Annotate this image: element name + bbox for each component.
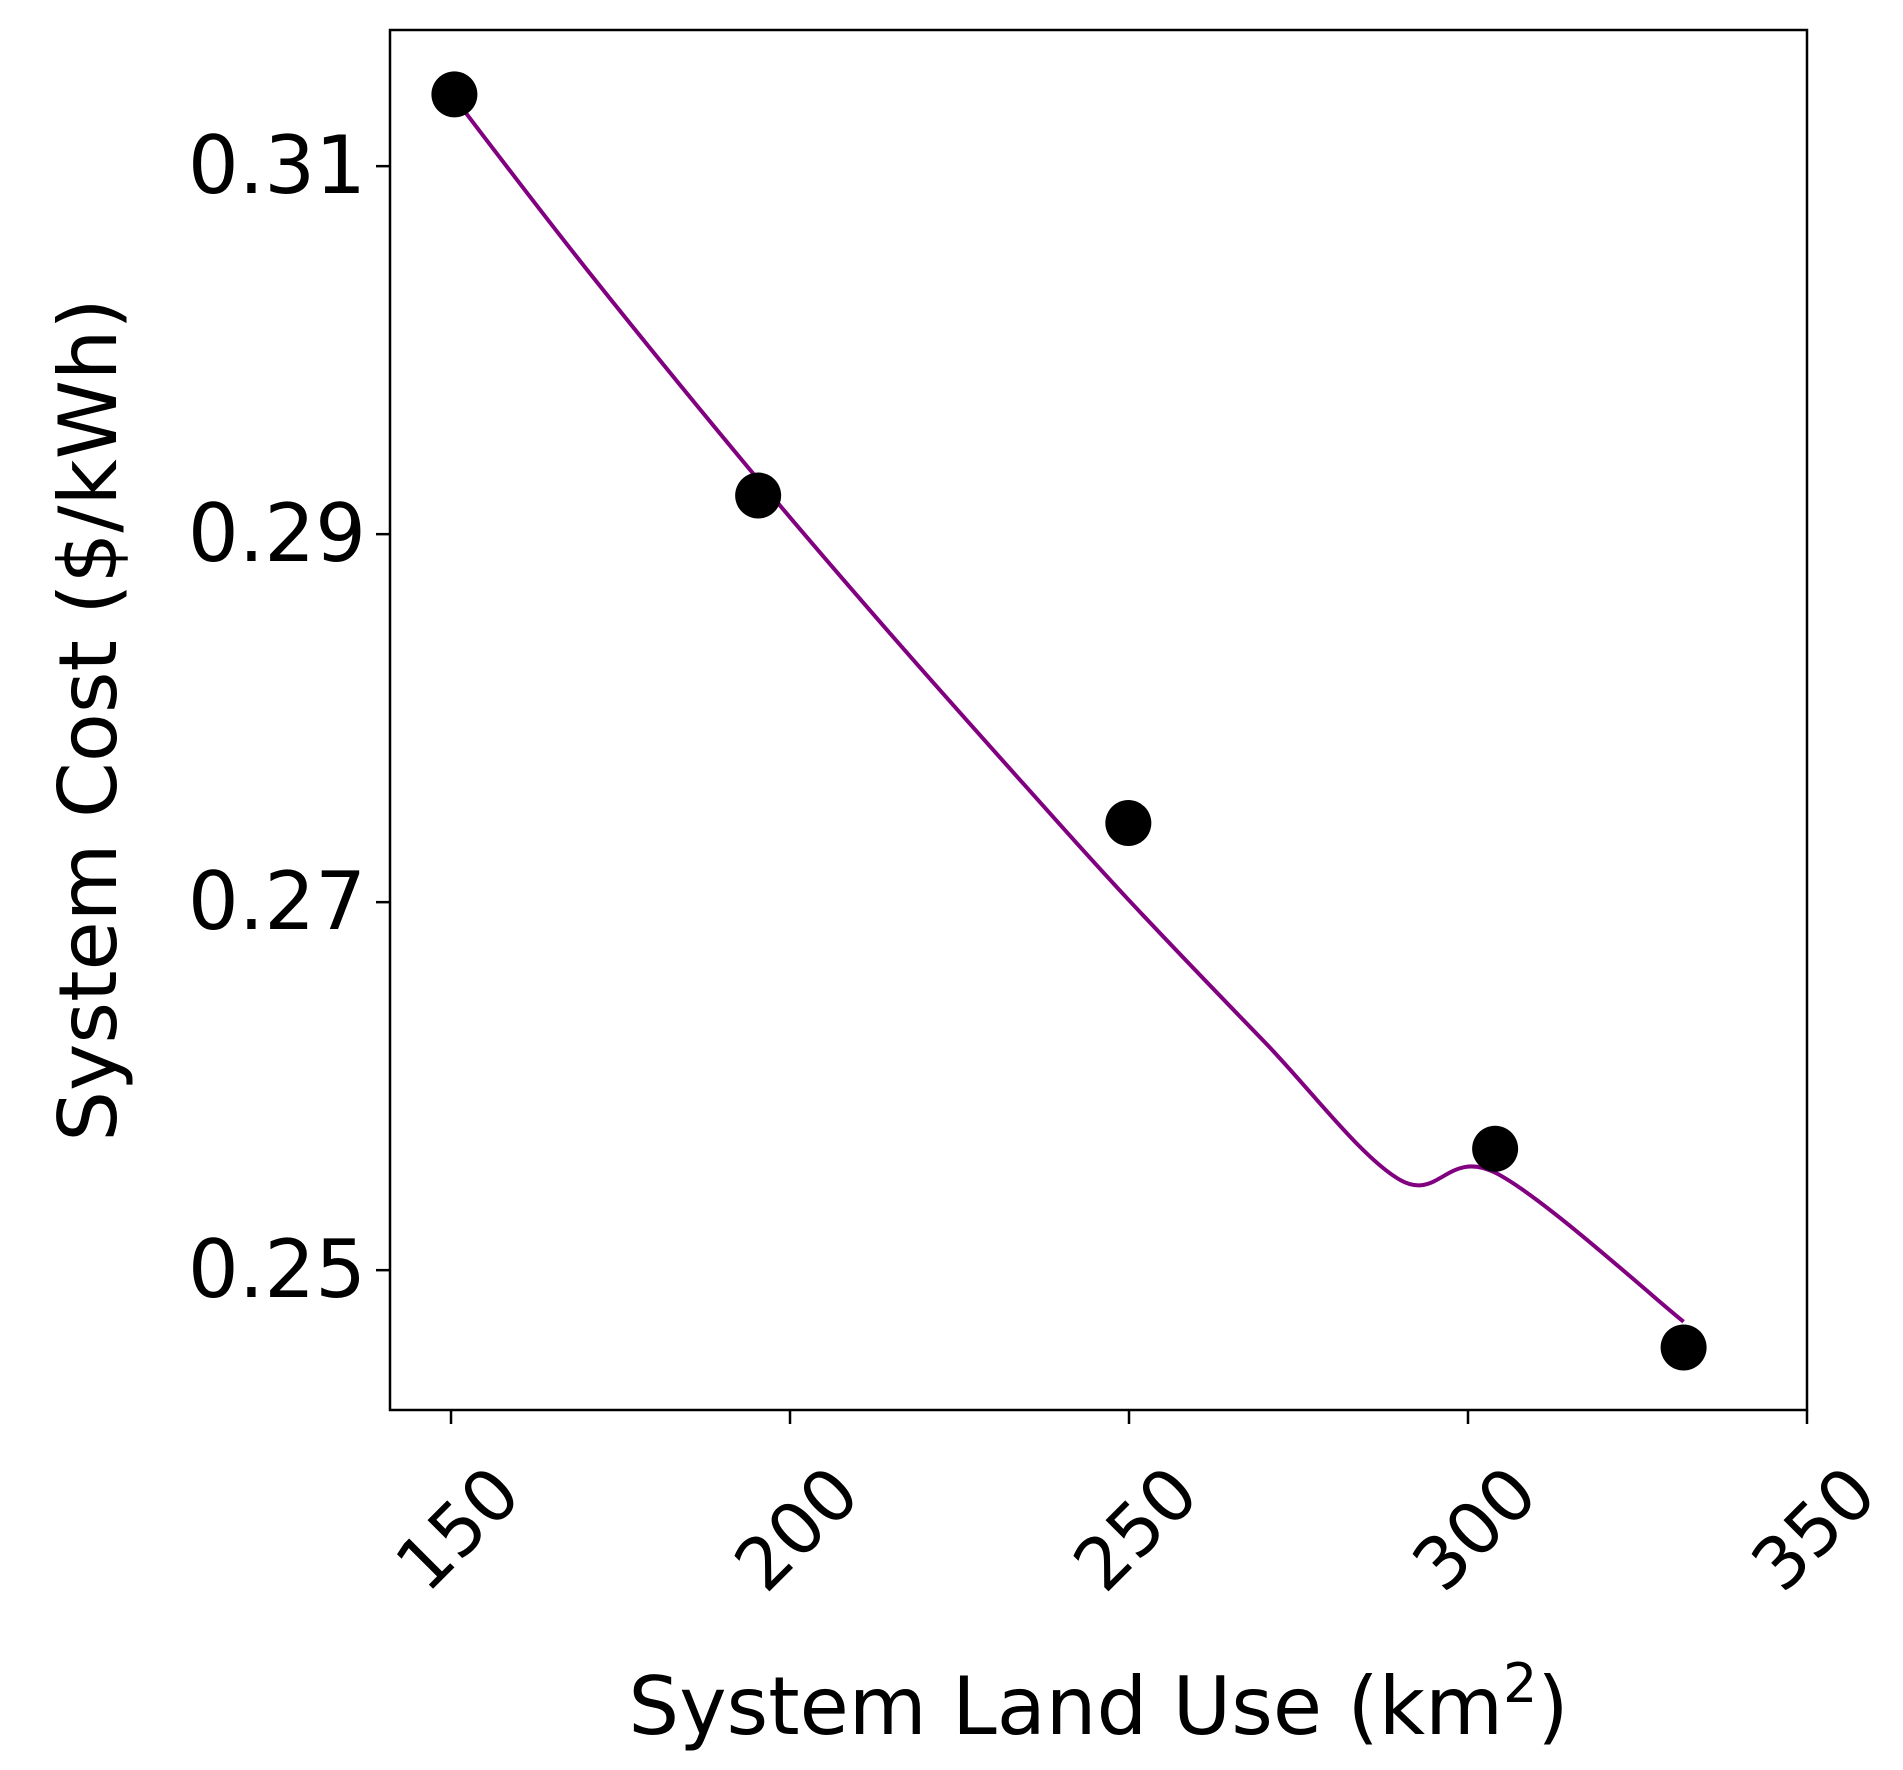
y-tick-label: 0.25: [188, 1223, 366, 1316]
x-tick-label: 300: [1396, 1451, 1553, 1608]
x-axis-ticks: 150 200 250 300 350: [379, 1410, 1892, 1607]
x-axis-label-tail: ): [1537, 1660, 1568, 1753]
fit-line-layer: [452, 96, 1685, 1324]
x-tick-label: 350: [1735, 1451, 1892, 1608]
x-tick-label: 150: [379, 1451, 536, 1608]
y-axis-ticks: 0.25 0.27 0.29 0.31: [188, 119, 390, 1316]
y-axis-label: System Cost ($/kWh): [42, 298, 135, 1141]
plot-frame: [388, 28, 1809, 1412]
x-axis-label: System Land Use (km2): [628, 1652, 1568, 1753]
y-tick-label: 0.27: [188, 855, 366, 948]
y-tick-label: 0.31: [188, 119, 366, 212]
scatter-point-layer: [431, 71, 1707, 1371]
x-axis-label-text: System Land Use (km: [628, 1660, 1503, 1753]
x-tick-label: 200: [718, 1451, 875, 1608]
scatter-point: [1105, 800, 1152, 847]
x-axis-label-superscript: 2: [1503, 1652, 1537, 1715]
scatter-point: [735, 472, 782, 519]
scatter-point: [1472, 1125, 1519, 1172]
x-tick-label: 250: [1057, 1451, 1214, 1608]
scatter-point: [1660, 1324, 1707, 1371]
scatter-point: [431, 71, 478, 118]
y-tick-label: 0.29: [188, 487, 366, 580]
fit-line: [452, 96, 1685, 1324]
